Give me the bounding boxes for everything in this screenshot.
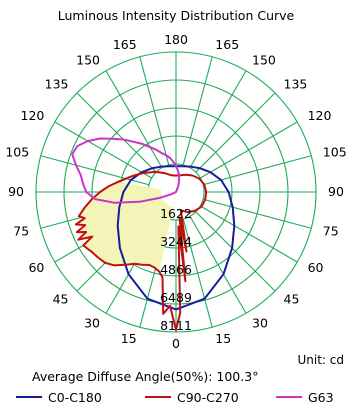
- legend-label: C0-C180: [48, 389, 102, 405]
- series-line-c90-c270: [74, 170, 208, 332]
- angle-label: 75: [13, 223, 29, 238]
- unit-label: Unit: cd: [297, 353, 345, 367]
- angle-label: 165: [215, 37, 239, 52]
- angle-label: 105: [5, 145, 29, 160]
- radial-tick-label: 6489: [160, 290, 192, 305]
- angle-label: 60: [308, 260, 324, 275]
- legend-item-c90-c270: C90-C270: [145, 388, 239, 406]
- grid-spoke: [195, 92, 276, 173]
- legend-item-c0-c180: C0-C180: [16, 388, 102, 406]
- angle-label: 135: [45, 77, 69, 92]
- grid-spoke: [76, 92, 157, 173]
- chart-title: Luminous Intensity Distribution Curve: [57, 8, 295, 23]
- legend-label: G63: [308, 389, 334, 405]
- grid-spoke: [40, 155, 150, 186]
- fill-area: [75, 181, 174, 272]
- angle-label: 150: [252, 52, 276, 67]
- series-layer: [71, 137, 236, 332]
- angle-label: 30: [252, 316, 268, 331]
- angle-label: 90: [8, 184, 24, 199]
- grid-spoke: [182, 218, 213, 328]
- angle-label: 0: [172, 336, 180, 351]
- angle-label: 120: [308, 108, 332, 123]
- angle-label: 105: [323, 145, 347, 160]
- diffuse-angle-label: Average Diffuse Angle(50%): 100.3°: [32, 369, 259, 384]
- legend: C0-C180 C90-C270 G63: [0, 388, 352, 406]
- angle-label: 45: [284, 292, 300, 307]
- angle-label: 15: [121, 331, 137, 346]
- grid-spoke: [139, 56, 170, 166]
- radial-tick-label: 1622: [160, 206, 192, 221]
- fill-polygon: [75, 181, 174, 272]
- radial-tick-label: 3244: [160, 234, 192, 249]
- radial-tick-labels: 1622 3244 4866 6489 8111: [160, 206, 192, 333]
- angle-label: 165: [113, 37, 137, 52]
- grid-spoke: [182, 56, 213, 166]
- legend-item-g63: G63: [276, 388, 334, 406]
- angle-label: 30: [84, 316, 100, 331]
- grid-spoke: [202, 198, 312, 229]
- legend-label: C90-C270: [177, 389, 239, 405]
- grid-spoke: [189, 215, 247, 314]
- grid-spoke: [199, 121, 298, 179]
- grid-spoke: [202, 155, 312, 186]
- radial-tick-label: 8111: [160, 318, 192, 333]
- radial-tick-label: 4866: [160, 262, 192, 277]
- grid-spoke: [199, 205, 298, 263]
- legend-swatch-c90-c270: [145, 396, 171, 398]
- angle-label: 135: [284, 77, 308, 92]
- grid-spoke: [54, 121, 153, 179]
- angle-label: 150: [76, 52, 100, 67]
- angle-label: 45: [53, 292, 69, 307]
- grid-spoke: [195, 211, 276, 292]
- angle-label: 120: [21, 108, 45, 123]
- angle-label: 60: [28, 260, 44, 275]
- series-line-g63: [71, 137, 181, 204]
- legend-swatch-g63: [276, 396, 302, 398]
- angle-label: 75: [323, 223, 339, 238]
- legend-swatch-c0-c180: [16, 396, 42, 398]
- grid-spoke: [189, 70, 247, 169]
- angle-label: 15: [215, 331, 231, 346]
- grid-spoke: [105, 70, 163, 169]
- angle-label: 180: [164, 32, 188, 47]
- angle-label: 90: [328, 184, 344, 199]
